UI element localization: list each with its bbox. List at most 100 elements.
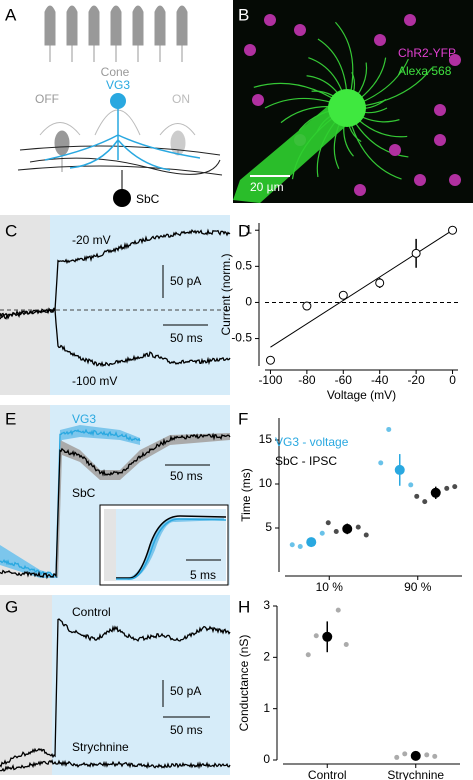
stim-shade <box>50 215 230 395</box>
y-tick-label: 3 <box>263 598 270 612</box>
cell-nucleus <box>354 184 366 196</box>
cone <box>154 5 166 62</box>
panel-label: C <box>5 221 17 240</box>
cone <box>66 5 78 62</box>
x-tick-label: 0 <box>449 373 456 387</box>
error-band <box>0 425 140 578</box>
x-tick-label: -60 <box>335 373 353 387</box>
cone <box>88 5 100 62</box>
individual-point <box>378 460 384 466</box>
trace <box>0 759 231 772</box>
pipette <box>233 100 355 203</box>
individual-point <box>452 484 458 490</box>
y-tick-label: 10 <box>259 476 273 490</box>
data-point <box>265 355 275 365</box>
scale-bar <box>162 680 210 718</box>
cell-nucleus <box>264 14 276 26</box>
trace <box>116 515 227 579</box>
y-tick-label: 2 <box>263 650 270 664</box>
individual-point <box>363 532 369 538</box>
individual-point <box>335 607 341 613</box>
individual-point <box>313 633 319 639</box>
individual-point <box>325 520 331 526</box>
dendrites <box>17 145 223 176</box>
on-label: ON <box>172 92 190 106</box>
cone <box>176 5 188 62</box>
panel-label: G <box>5 597 18 616</box>
cell-nucleus <box>434 104 446 116</box>
scale-label: 20 µm <box>250 180 284 194</box>
panel-label: A <box>5 5 17 24</box>
trace-label: SbC <box>72 486 96 500</box>
x-axis-label: Voltage (mV) <box>327 388 396 402</box>
data-point <box>302 301 312 311</box>
mean-point <box>410 750 421 761</box>
scale-label: 5 ms <box>190 568 216 582</box>
data-point <box>375 278 385 288</box>
sbc-label: SbC <box>136 192 160 206</box>
cell-nucleus <box>414 174 426 186</box>
image-label: ChR2-YFP <box>398 46 456 60</box>
retina-diagram <box>39 5 196 172</box>
x-tick-label: 90 % <box>404 580 432 594</box>
individual-point <box>333 529 339 535</box>
cell-nucleus <box>294 24 306 36</box>
y-axis-label: Current (norm.) <box>219 253 233 335</box>
stim-shade <box>52 595 230 775</box>
panel-labels: A B C D E F G H <box>5 5 250 616</box>
charts: Current (norm.)-0.5 0 0.5 1 Voltage (mV) -100… <box>219 222 462 780</box>
legend-entry: SbC - IPSC <box>275 454 337 468</box>
cones <box>44 5 188 62</box>
cone <box>110 5 122 62</box>
scale-label: 50 pA <box>170 274 201 288</box>
vg3-label: VG3 <box>106 78 130 92</box>
cell-nucleus <box>389 144 401 156</box>
cone <box>44 5 56 62</box>
scale-bar <box>162 265 208 326</box>
individual-point <box>343 642 349 647</box>
x-tick-label: -20 <box>407 373 425 387</box>
individual-point <box>402 751 408 757</box>
vg3-cell <box>110 93 126 109</box>
panel-label: D <box>238 221 250 240</box>
data-point <box>411 248 421 258</box>
x-tick-label: 10 % <box>316 580 344 594</box>
data-point <box>448 225 458 235</box>
y-axis-label: Conductance (nS) <box>237 635 251 732</box>
sbc-cell <box>113 189 131 207</box>
y-tick-label: 0 <box>245 295 252 309</box>
mean-point <box>306 537 317 548</box>
mean-point <box>322 631 333 642</box>
baseline-shade <box>0 215 50 395</box>
y-tick-label: 1 <box>245 222 252 236</box>
trace <box>0 307 231 368</box>
cone <box>132 5 144 62</box>
trace-label: -20 mV <box>72 233 111 247</box>
individual-point <box>408 482 414 488</box>
y-tick-label: 1 <box>263 701 270 715</box>
y-tick-label: 15 <box>259 432 273 446</box>
trace <box>0 618 231 768</box>
mean-point <box>430 487 441 498</box>
cell-nucleus <box>374 34 386 46</box>
x-tick-label: Strychnine <box>387 768 444 780</box>
trace <box>116 518 227 580</box>
panel-label: F <box>238 409 248 428</box>
y-axis-label: Time (ms) <box>239 468 253 522</box>
trace <box>0 428 141 577</box>
cell-nucleus <box>252 94 264 106</box>
x-tick-label: Control <box>308 768 347 780</box>
fit-line <box>270 229 453 348</box>
trace-label: -100 mV <box>72 374 117 388</box>
individual-point <box>424 752 430 758</box>
baseline-shade <box>104 509 116 581</box>
scale-label: 50 ms <box>170 331 203 345</box>
error-band <box>56 433 230 578</box>
x-tick-label: -100 <box>258 373 282 387</box>
cell-nucleus <box>449 54 461 66</box>
trace-label: Control <box>72 605 111 619</box>
off-cell <box>54 130 70 156</box>
y-tick-label: 0.5 <box>235 259 252 273</box>
trace <box>0 432 231 580</box>
